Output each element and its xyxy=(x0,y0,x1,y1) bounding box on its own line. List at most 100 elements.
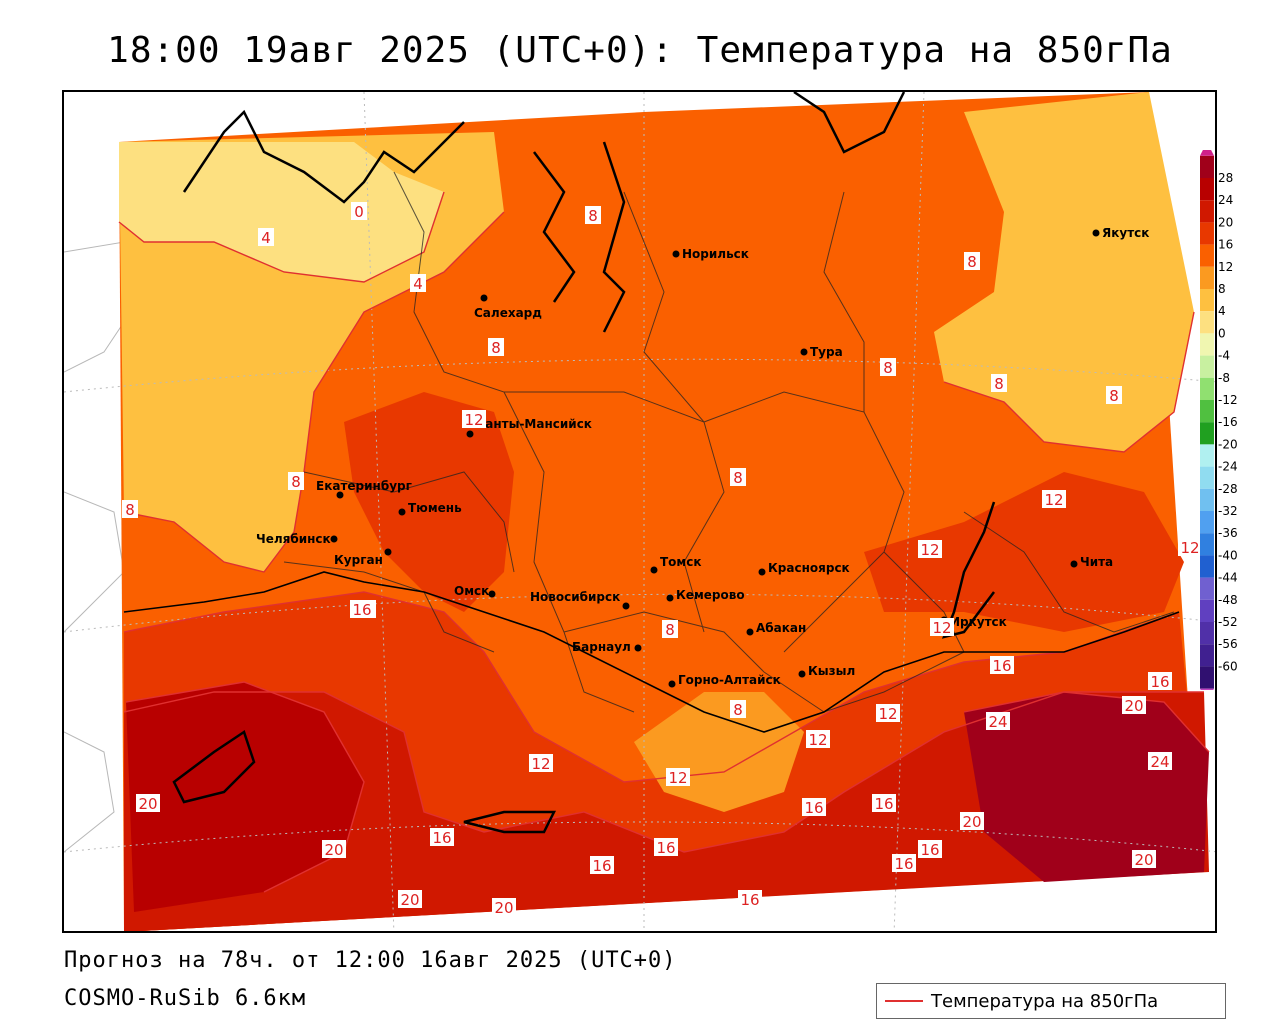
city-tyumen: Тюмень xyxy=(398,501,462,516)
model-name: COSMO-RuSib 6.6км xyxy=(64,986,307,1011)
isotherm-labels: 0 4 4 8 8 8 8 8 8 8 8 8 8 8 12 12 12 12 … xyxy=(122,202,1202,917)
svg-text:20: 20 xyxy=(324,841,343,859)
svg-text:8: 8 xyxy=(733,701,743,719)
field-hot-south xyxy=(124,692,1209,931)
iso-label: 12 xyxy=(462,410,486,429)
iso-label: 16 xyxy=(990,656,1014,675)
iso-label: 16 xyxy=(892,854,916,873)
colorbar-swatch xyxy=(1200,222,1214,245)
svg-text:Якутск: Якутск xyxy=(1102,226,1149,240)
iso-label: 8 xyxy=(662,620,678,639)
svg-text:Тура: Тура xyxy=(810,345,843,359)
iso-label: 20 xyxy=(1122,696,1146,715)
iso-label: 24 xyxy=(1148,752,1172,771)
city-tomsk: Томск xyxy=(650,555,702,574)
svg-text:24: 24 xyxy=(1150,753,1169,771)
colorbar-tick-label: -48 xyxy=(1218,593,1238,607)
iso-label: 12 xyxy=(666,768,690,787)
forecast-info: Прогноз на 78ч. от 12:00 16авг 2025 (UTC… xyxy=(64,948,677,973)
svg-text:8: 8 xyxy=(994,375,1004,393)
colorbar-tick-label: -16 xyxy=(1218,415,1238,429)
iso-label: 8 xyxy=(288,472,304,491)
svg-text:16: 16 xyxy=(592,857,611,875)
svg-text:16: 16 xyxy=(352,601,371,619)
iso-label: 8 xyxy=(730,468,746,487)
city-khanty-mansiysk: Ханты-Мансийск xyxy=(466,417,592,438)
svg-text:8: 8 xyxy=(665,621,675,639)
colorbar-tick-label: -12 xyxy=(1218,393,1238,407)
colorbar-swatch xyxy=(1200,533,1214,556)
isotherm-legend-swatch xyxy=(885,1000,923,1002)
iso-label: 4 xyxy=(258,228,274,247)
svg-text:8: 8 xyxy=(291,473,301,491)
iso-label: 8 xyxy=(730,700,746,719)
colorbar-swatch xyxy=(1200,400,1214,423)
svg-text:20: 20 xyxy=(1134,851,1153,869)
svg-text:Екатеринбург: Екатеринбург xyxy=(316,479,412,493)
city-omsk: Омск xyxy=(454,584,496,598)
svg-text:16: 16 xyxy=(920,841,939,859)
city-chita: Чита xyxy=(1070,555,1113,569)
colorbar-tick-label: 0 xyxy=(1218,326,1226,340)
city-chelyabinsk: Челябинск xyxy=(256,532,338,546)
svg-text:16: 16 xyxy=(874,795,893,813)
svg-text:Омск: Омск xyxy=(454,584,489,598)
colorbar-tick-label: 24 xyxy=(1218,193,1233,207)
svg-text:Тюмень: Тюмень xyxy=(408,501,462,515)
lat-lon-grid xyxy=(64,92,1215,931)
colorbar-swatch xyxy=(1200,289,1214,312)
iso-label: 16 xyxy=(654,838,678,857)
svg-text:16: 16 xyxy=(740,891,759,909)
iso-label: 12 xyxy=(806,730,830,749)
iso-label: 12 xyxy=(529,754,553,773)
svg-text:16: 16 xyxy=(894,855,913,873)
iso-label: 4 xyxy=(410,274,426,293)
colorbar-tick-label: -24 xyxy=(1218,460,1238,474)
colorbar-tick-label: -20 xyxy=(1218,437,1238,451)
colorbar-tick-label: 12 xyxy=(1218,260,1233,274)
field-hotter-east xyxy=(964,692,1209,882)
coastlines xyxy=(172,92,996,834)
svg-text:12: 12 xyxy=(932,619,951,637)
svg-text:12: 12 xyxy=(1044,491,1063,509)
iso-label: 16 xyxy=(918,840,942,859)
colorbar-tick-label: -28 xyxy=(1218,482,1238,496)
svg-text:8: 8 xyxy=(1109,387,1119,405)
svg-text:24: 24 xyxy=(988,713,1007,731)
city-salekhard: Салехард xyxy=(474,294,542,320)
svg-text:8: 8 xyxy=(588,207,598,225)
colorbar-tick-label: -4 xyxy=(1218,349,1230,363)
colorbar-swatch xyxy=(1200,511,1214,534)
iso-label: 8 xyxy=(488,338,504,357)
colorbar-swatch xyxy=(1200,488,1214,511)
city-norilsk: Норильск xyxy=(672,247,749,261)
svg-text:Ханты-Мансийск: Ханты-Мансийск xyxy=(476,417,592,431)
country-border xyxy=(123,571,1180,733)
field-warm-west-siberia xyxy=(344,392,514,612)
iso-label: 8 xyxy=(585,206,601,225)
colorbar-swatch xyxy=(1200,577,1214,600)
colorbar-swatch xyxy=(1200,311,1214,334)
svg-text:Абакан: Абакан xyxy=(756,621,806,635)
svg-text:Красноярск: Красноярск xyxy=(768,561,850,575)
iso-label: 16 xyxy=(430,828,454,847)
colorbar-tick-label: 8 xyxy=(1218,282,1226,296)
svg-text:Кемерово: Кемерово xyxy=(676,588,745,602)
colorbar-tick-label: -32 xyxy=(1218,504,1238,518)
svg-text:20: 20 xyxy=(1124,697,1143,715)
svg-text:4: 4 xyxy=(413,275,423,293)
svg-text:8: 8 xyxy=(967,253,977,271)
colorbar-tick-label: 16 xyxy=(1218,238,1233,252)
iso-label: 24 xyxy=(986,712,1010,731)
colorbar-tick-label: -36 xyxy=(1218,526,1238,540)
svg-text:Иркутск: Иркутск xyxy=(950,615,1007,629)
svg-text:8: 8 xyxy=(125,501,135,519)
svg-text:8: 8 xyxy=(883,359,893,377)
colorbar-swatch xyxy=(1200,466,1214,489)
svg-text:Челябинск: Челябинск xyxy=(256,532,331,546)
city-yekaterinburg: Екатеринбург xyxy=(316,479,412,499)
iso-label: 20 xyxy=(960,812,984,831)
region-borders xyxy=(283,171,1175,713)
iso-label: 20 xyxy=(492,898,516,917)
svg-text:Чита: Чита xyxy=(1080,555,1113,569)
